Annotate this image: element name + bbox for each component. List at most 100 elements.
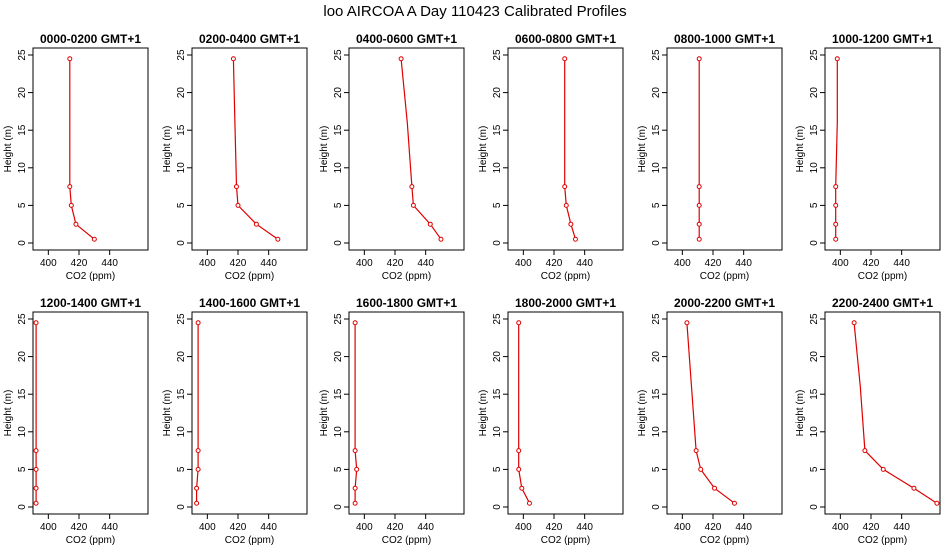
x-tick-label: 400 xyxy=(832,258,849,269)
profile-point xyxy=(562,184,568,190)
y-tick-label: 25 xyxy=(176,49,187,61)
profile-point xyxy=(410,202,416,208)
figure-title: loo AIRCOA A Day 110423 Calibrated Profi… xyxy=(323,3,626,20)
y-tick-label: 10 xyxy=(809,162,820,174)
profile-point xyxy=(731,500,737,506)
profile-panel: 1400-1600 GMT+1 400 420 440 0 5 10 15 20 25 CO2 (p… xyxy=(162,296,308,546)
y-tick-label: 15 xyxy=(809,388,820,400)
y-tick-label: 20 xyxy=(176,87,187,99)
panel-title: 1200-1400 GMT+1 xyxy=(40,296,141,310)
profile-point xyxy=(519,485,525,491)
profile-point xyxy=(253,221,259,227)
x-axis-label: CO2 (ppm) xyxy=(66,535,115,546)
y-tick-label: 15 xyxy=(809,124,820,136)
x-tick-label: 400 xyxy=(199,258,216,269)
profile-point xyxy=(33,485,39,491)
x-axis-label: CO2 (ppm) xyxy=(858,535,907,546)
profile-line xyxy=(564,58,577,240)
y-tick-label: 15 xyxy=(333,388,344,400)
y-axis-label: Height (m) xyxy=(637,126,648,173)
y-tick-label: 25 xyxy=(333,49,344,61)
x-axis-label: CO2 (ppm) xyxy=(541,271,590,282)
profile-panel: 1200-1400 GMT+1 400 420 440 0 5 10 15 20 25 CO2 (p… xyxy=(3,296,149,546)
y-tick-label: 5 xyxy=(651,202,662,208)
profile-point xyxy=(851,320,857,326)
y-tick-label: 5 xyxy=(176,202,187,208)
profile-point xyxy=(696,221,702,227)
panel-title: 0600-0800 GMT+1 xyxy=(515,32,616,46)
profile-point xyxy=(568,221,574,227)
profile-panel: 0600-0800 GMT+1 400 420 440 0 5 10 15 20 25 CO2 (p… xyxy=(478,32,624,282)
y-tick-label: 20 xyxy=(176,351,187,363)
profile-point xyxy=(833,184,839,190)
y-tick-label: 0 xyxy=(492,504,503,510)
x-tick-label: 440 xyxy=(576,258,593,269)
x-tick-label: 440 xyxy=(576,522,593,533)
x-tick-label: 400 xyxy=(356,522,373,533)
x-tick-label: 420 xyxy=(387,522,404,533)
plot-frame xyxy=(824,47,941,251)
panel-title: 0800-1000 GMT+1 xyxy=(674,32,775,46)
plot-frame xyxy=(348,311,465,515)
profile-point xyxy=(33,500,39,506)
profile-point xyxy=(275,236,281,242)
x-tick-label: 420 xyxy=(863,522,880,533)
panel-title: 1600-1800 GMT+1 xyxy=(356,296,457,310)
plot-frame xyxy=(32,47,149,251)
y-tick-label: 20 xyxy=(17,87,28,99)
x-axis-label: CO2 (ppm) xyxy=(225,535,274,546)
y-tick-label: 20 xyxy=(492,351,503,363)
y-tick-label: 25 xyxy=(17,313,28,325)
y-tick-label: 20 xyxy=(333,351,344,363)
profile-point xyxy=(194,500,200,506)
y-tick-label: 15 xyxy=(17,388,28,400)
panel-title: 2200-2400 GMT+1 xyxy=(832,296,933,310)
profile-line xyxy=(232,58,279,240)
profile-point xyxy=(33,448,39,454)
profile-point xyxy=(352,485,358,491)
x-tick-label: 440 xyxy=(417,522,434,533)
profile-point xyxy=(91,236,97,242)
profile-point xyxy=(562,56,568,62)
profile-point xyxy=(693,448,699,454)
x-axis-label: CO2 (ppm) xyxy=(382,271,431,282)
profile-point xyxy=(195,320,201,326)
profile-point xyxy=(696,56,702,62)
x-tick-label: 400 xyxy=(674,522,691,533)
y-tick-label: 25 xyxy=(333,313,344,325)
x-axis-label: CO2 (ppm) xyxy=(700,271,749,282)
profile-point xyxy=(398,56,404,62)
profile-point xyxy=(696,184,702,190)
y-tick-label: 5 xyxy=(651,466,662,472)
y-tick-label: 0 xyxy=(17,504,28,510)
y-tick-label: 10 xyxy=(17,426,28,438)
y-tick-label: 20 xyxy=(333,87,344,99)
profile-panel: 0400-0600 GMT+1 400 420 440 0 5 10 15 20 25 CO2 (p… xyxy=(319,32,465,282)
y-tick-label: 10 xyxy=(651,426,662,438)
profile-point xyxy=(684,320,690,326)
profile-point xyxy=(572,236,578,242)
y-axis-label: Height (m) xyxy=(795,126,806,173)
profile-panel: 0800-1000 GMT+1 400 420 440 0 5 10 15 20 25 CO2 (p… xyxy=(637,32,783,282)
plot-frame xyxy=(666,47,783,251)
plot-frame xyxy=(666,311,783,515)
x-axis-label: CO2 (ppm) xyxy=(858,271,907,282)
x-tick-label: 440 xyxy=(893,522,910,533)
profile-line xyxy=(69,58,95,240)
y-tick-label: 15 xyxy=(17,124,28,136)
x-axis-label: CO2 (ppm) xyxy=(382,535,431,546)
x-tick-label: 400 xyxy=(832,522,849,533)
y-tick-label: 0 xyxy=(333,240,344,246)
profile-point xyxy=(195,448,201,454)
profile-point xyxy=(833,221,839,227)
plot-frame xyxy=(507,311,624,515)
panel-title: 1400-1600 GMT+1 xyxy=(199,296,300,310)
y-axis-label: Height (m) xyxy=(319,126,330,173)
y-tick-label: 25 xyxy=(176,313,187,325)
profile-point xyxy=(235,202,241,208)
y-tick-label: 0 xyxy=(176,504,187,510)
x-tick-label: 420 xyxy=(705,258,722,269)
x-tick-label: 440 xyxy=(260,258,277,269)
y-tick-label: 15 xyxy=(176,388,187,400)
y-tick-label: 5 xyxy=(17,202,28,208)
